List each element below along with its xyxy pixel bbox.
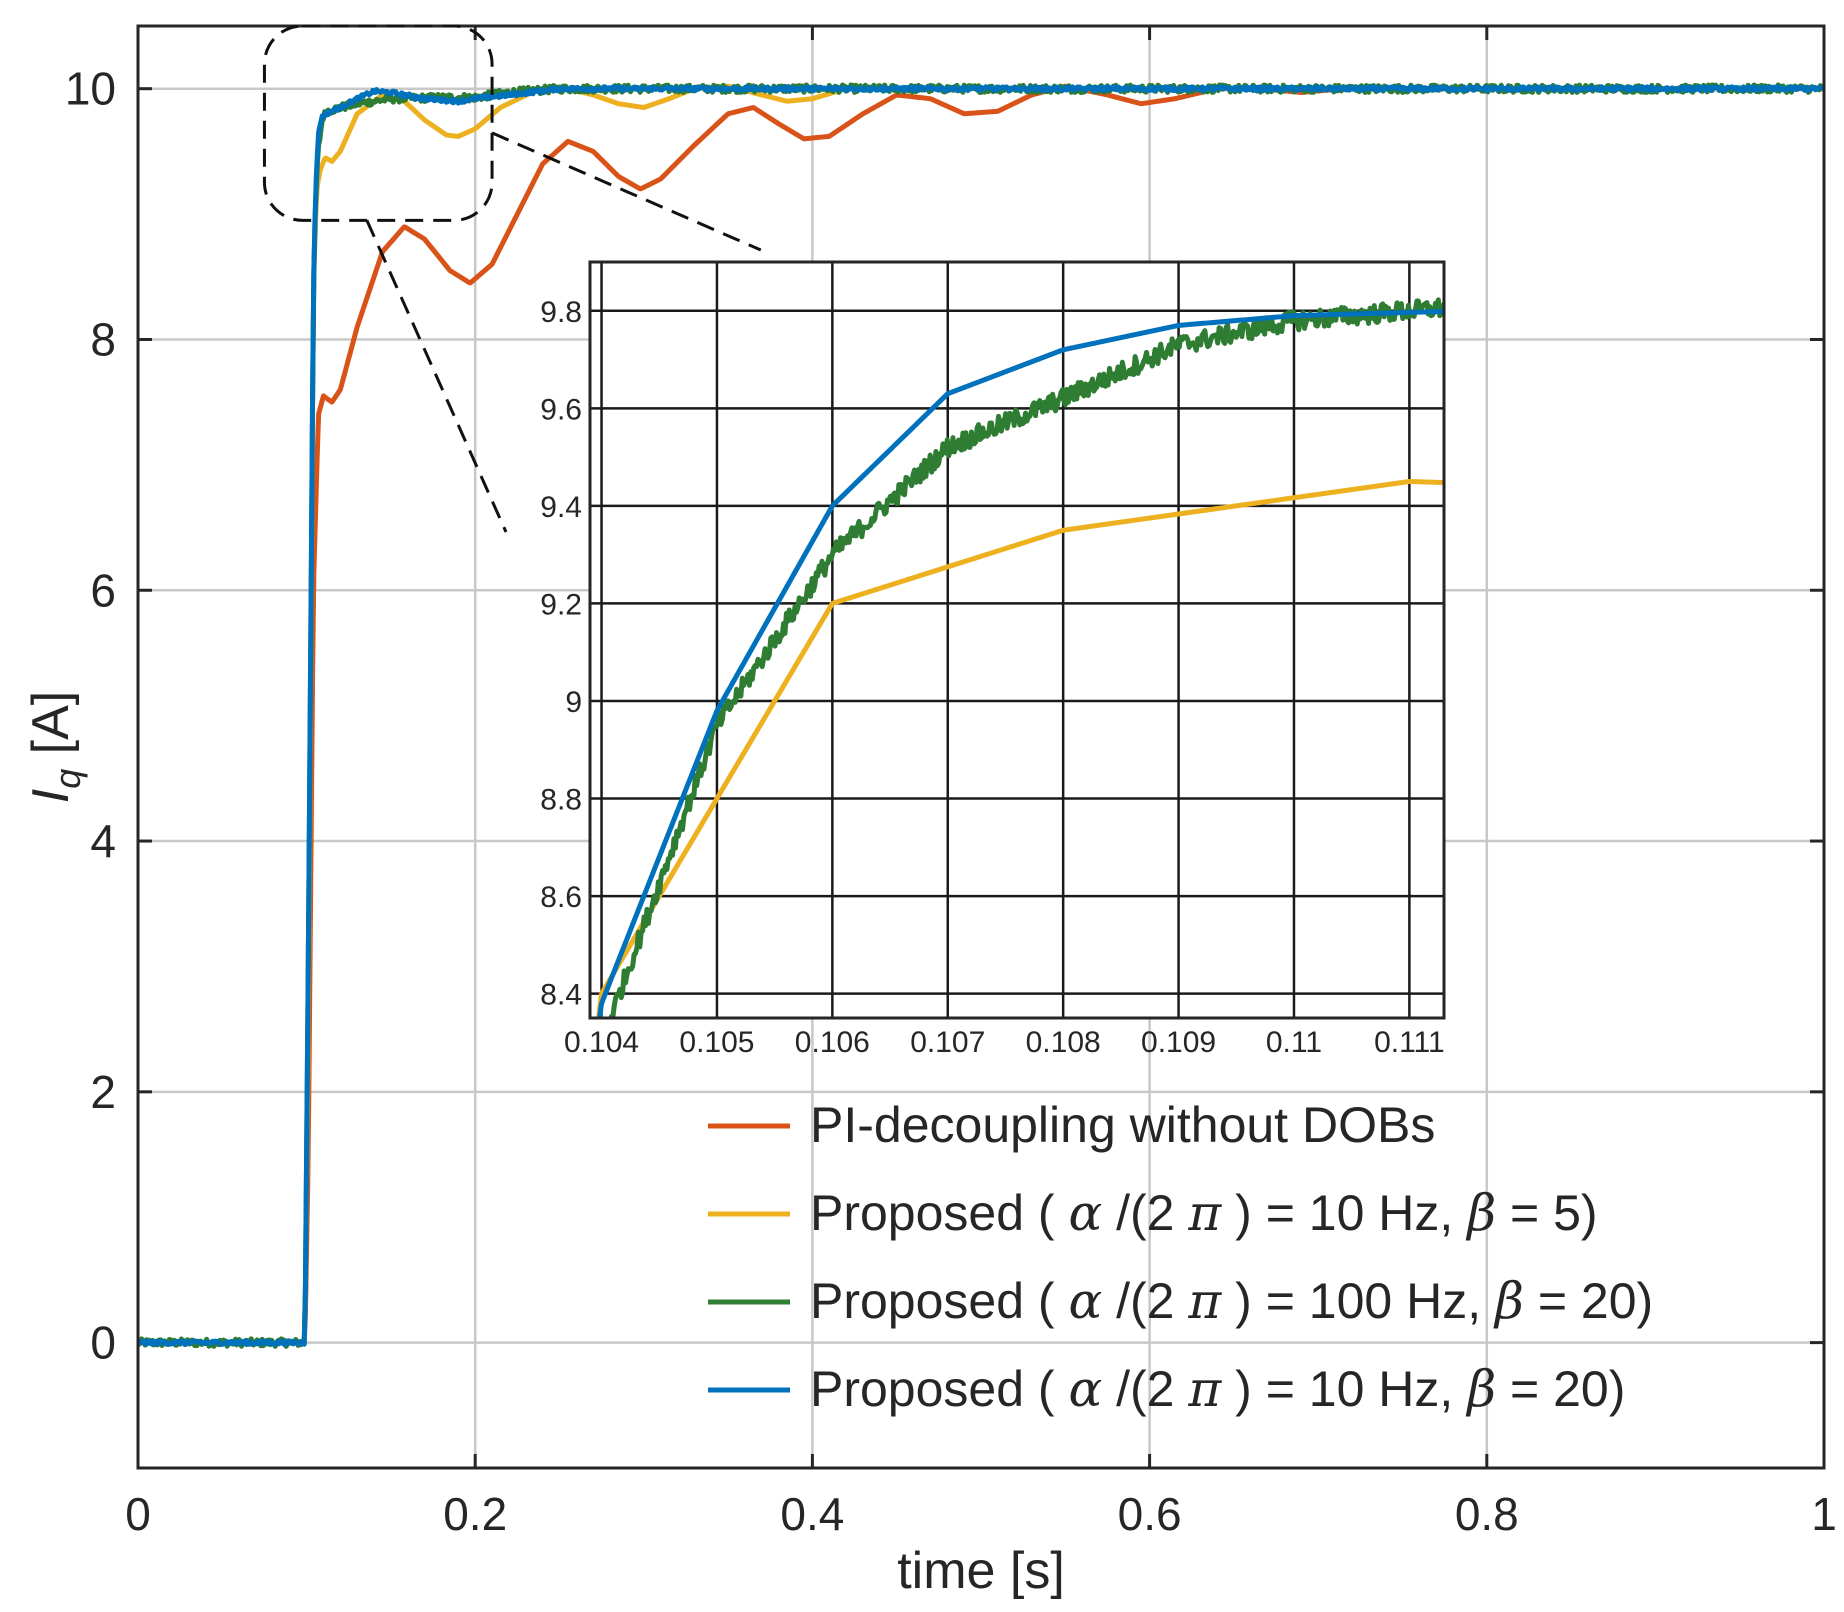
legend: PI-decoupling without DOBs Proposed ( α /… — [708, 1097, 1653, 1418]
main-series — [138, 82, 1824, 1349]
x-tick-label: 0.6 — [1118, 1488, 1182, 1540]
inset-y-tick-label: 9 — [565, 686, 582, 719]
zoom-connector — [365, 219, 508, 533]
inset-x-tick-label: 0.104 — [564, 1026, 639, 1059]
zoom-region-box — [262, 24, 494, 222]
inset-y-tick-label: 8.8 — [540, 784, 582, 817]
inset-x-tick-label: 0.111 — [1374, 1026, 1445, 1059]
inset-y-tick-label: 9.2 — [540, 588, 582, 621]
inset-y-tick-label: 9.8 — [540, 296, 582, 329]
inset-series-line-2 — [596, 479, 1444, 1018]
y-tick-label: 0 — [90, 1317, 116, 1369]
y-tick-labels: 0 2 4 6 8 10 — [65, 63, 116, 1369]
legend-entry-2: Proposed ( α /(2 π ) = 10 Hz, β = 5) — [810, 1184, 1598, 1242]
plot-frame — [136, 24, 1826, 1470]
inset-y-tick-label: 9.4 — [540, 491, 582, 524]
inset-x-tick-label: 0.105 — [679, 1026, 754, 1059]
inset-x-tick-label: 0.106 — [795, 1026, 870, 1059]
y-axis-label: Iq [A] — [22, 691, 88, 804]
inset-frame — [588, 260, 1446, 1020]
x-tick-label: 0 — [125, 1488, 151, 1540]
inset-background — [590, 262, 1444, 1018]
y-tick-label: 2 — [90, 1066, 116, 1118]
inset-x-tick-label: 0.107 — [910, 1026, 985, 1059]
y-axis-unit: [A] — [22, 691, 80, 769]
inset-x-tick-label: 0.11 — [1266, 1026, 1322, 1059]
inset-y-tick-label: 8.6 — [540, 881, 582, 914]
inset-x-tick-label: 0.109 — [1141, 1026, 1216, 1059]
inset-y-tick-labels: 8.4 8.6 8.8 9 9.2 9.4 9.6 9.8 — [540, 296, 582, 1012]
legend-entry-3: Proposed ( α /(2 π ) = 100 Hz, β = 20) — [810, 1272, 1653, 1330]
legend-entry-1: PI-decoupling without DOBs — [810, 1097, 1435, 1153]
y-axis-subscript: q — [47, 769, 88, 789]
inset-y-tick-label: 9.6 — [540, 393, 582, 426]
inset-grid — [590, 262, 1444, 1018]
y-tick-label: 4 — [90, 815, 116, 867]
zoom-connector — [491, 131, 762, 252]
series-line-4 — [138, 84, 1824, 1347]
inset-y-tick-label: 8.4 — [540, 979, 582, 1012]
x-tick-label: 0.2 — [443, 1488, 507, 1540]
x-tick-label: 0.4 — [780, 1488, 844, 1540]
inset-x-tick-label: 0.108 — [1026, 1026, 1101, 1059]
y-tick-label: 6 — [90, 564, 116, 616]
y-axis-symbol: I — [22, 789, 80, 803]
zoom-indicator — [262, 24, 762, 533]
x-tick-label: 0.8 — [1455, 1488, 1519, 1540]
x-axis-label: time [s] — [897, 1542, 1065, 1600]
y-tick-label: 8 — [90, 313, 116, 365]
y-tick-label: 10 — [65, 63, 116, 115]
inset-series — [596, 297, 1444, 1018]
x-tick-labels: 0 0.2 0.4 0.6 0.8 1 — [125, 1488, 1837, 1540]
legend-entry-4: Proposed ( α /(2 π ) = 10 Hz, β = 20) — [810, 1360, 1625, 1418]
inset-series-line-4 — [597, 308, 1444, 1018]
inset-x-tick-labels: 0.104 0.105 0.106 0.107 0.108 0.109 0.11 0.111 — [564, 1026, 1445, 1059]
x-tick-label: 1 — [1811, 1488, 1837, 1540]
